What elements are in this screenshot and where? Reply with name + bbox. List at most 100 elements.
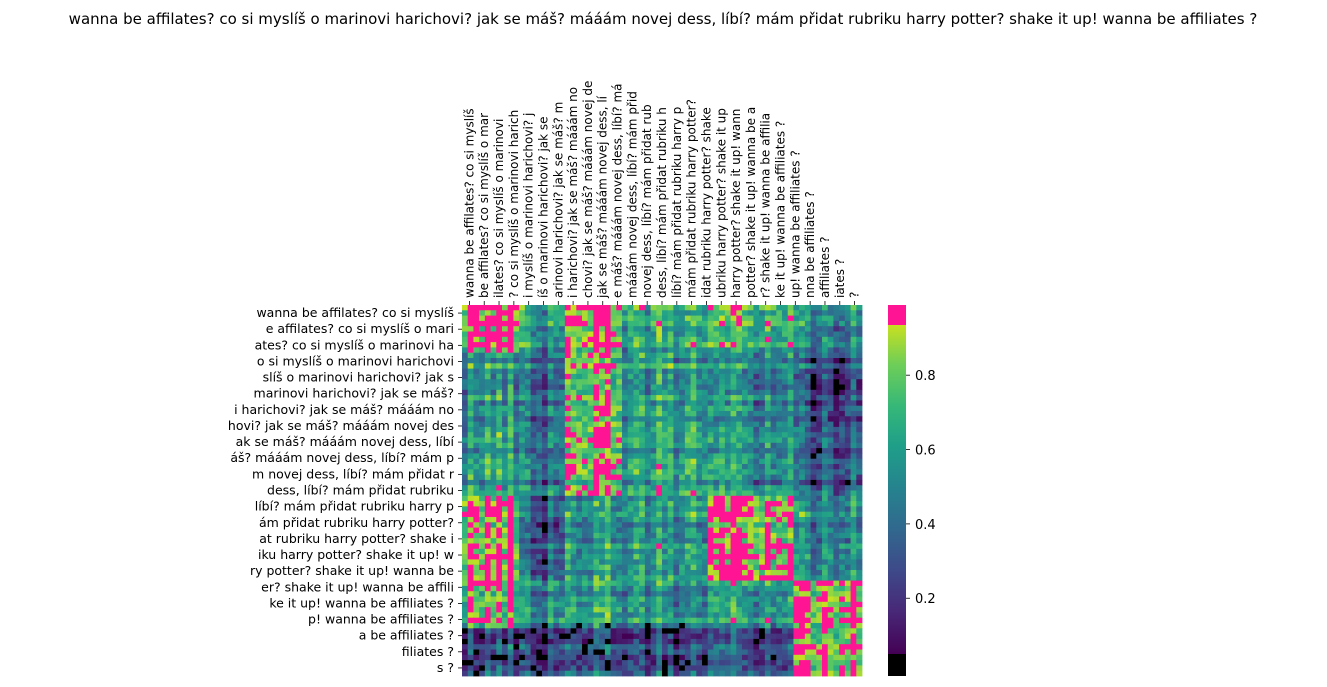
heatmap-cell [547,310,554,316]
x-tick-label: jak se máš? mááám novej dess, lí [596,95,610,299]
heatmap-cell [707,305,714,311]
heatmap-cell [787,342,794,348]
heatmap-cell [644,623,651,629]
heatmap-cell [753,352,760,359]
heatmap-cell [616,326,623,332]
heatmap-cell [547,660,554,666]
heatmap-cell [513,442,520,449]
heatmap-cell [850,495,857,502]
heatmap-cell [662,458,669,465]
heatmap-cell [782,384,789,391]
heatmap-cell [764,347,771,354]
heatmap-cell [542,320,549,327]
heatmap-cell [616,585,623,592]
heatmap-cell [822,649,829,656]
heatmap-cell [856,527,863,534]
heatmap-cell [547,389,554,396]
heatmap-cell [844,389,851,396]
heatmap-cell [587,607,594,613]
heatmap-cell [610,596,617,603]
heatmap-cell [793,373,800,380]
heatmap-cell [484,326,491,332]
heatmap-cell [690,623,697,629]
heatmap-cell [793,432,800,438]
heatmap-cell [684,628,691,634]
heatmap-cell [799,363,806,369]
heatmap-cell [604,554,611,560]
heatmap-cell [639,389,646,396]
heatmap-cell [513,368,520,375]
heatmap-cell [559,607,566,613]
heatmap-cell [776,453,783,460]
heatmap-cell [810,379,817,385]
heatmap-cell [604,479,611,486]
heatmap-cell [799,453,806,460]
heatmap-cell [547,649,554,656]
heatmap-cell [650,501,657,507]
heatmap-cell [536,474,543,481]
heatmap-cell [833,649,840,656]
heatmap-cell [816,310,823,316]
heatmap-cell [662,326,669,332]
heatmap-cell [850,570,857,576]
heatmap-cell [524,469,531,475]
heatmap-cell [684,474,691,481]
heatmap-cell [502,458,509,465]
heatmap-cell [593,517,600,523]
heatmap-cell [467,654,474,661]
heatmap-cell [639,379,646,385]
heatmap-cell [747,331,754,338]
heatmap-cell [679,395,686,401]
heatmap-cell [616,623,623,629]
heatmap-cell [839,654,846,661]
heatmap-cell [707,405,714,412]
heatmap-cell [730,347,737,354]
heatmap-cell [833,384,840,391]
heatmap-cell [702,495,709,502]
heatmap-cell [799,426,806,433]
heatmap-cell [822,458,829,465]
heatmap-cell [770,442,777,449]
heatmap-cell [582,665,589,672]
heatmap-cell [530,373,537,380]
chart-title: wanna be affilates? co si myslíš o marin… [69,10,1258,28]
heatmap-cell [753,638,760,645]
heatmap-cell [656,660,663,666]
heatmap-cell [702,580,709,587]
heatmap-cell [810,310,817,316]
heatmap-cell [564,617,571,624]
heatmap-cell [679,320,686,327]
heatmap-cell [507,644,514,650]
heatmap-cell [673,305,680,311]
heatmap-cell [536,596,543,603]
heatmap-cell [770,490,777,497]
heatmap-cell [736,564,743,571]
heatmap-cell [644,548,651,555]
heatmap-cell [622,464,629,470]
heatmap-cell [610,458,617,465]
heatmap-cell [507,437,514,444]
heatmap-cell [570,458,577,465]
heatmap-cell [736,617,743,624]
heatmap-cell [559,320,566,327]
heatmap-cell [827,601,834,608]
heatmap-cell [616,638,623,645]
heatmap-cell [702,490,709,497]
heatmap-cell [776,623,783,629]
heatmap-cell [524,326,531,332]
heatmap-cell [816,580,823,587]
heatmap-cell [793,368,800,375]
heatmap-cell [507,501,514,507]
heatmap-cell [839,644,846,650]
heatmap-cell [822,570,829,576]
heatmap-cell [679,479,686,486]
heatmap-cell [462,612,469,619]
heatmap-cell [627,342,634,348]
heatmap-cell [616,347,623,354]
heatmap-cell [656,559,663,566]
heatmap-cell [804,601,811,608]
heatmap-cell [559,389,566,396]
heatmap-cell [484,464,491,470]
heatmap-cell [530,479,537,486]
heatmap-cell [502,363,509,369]
